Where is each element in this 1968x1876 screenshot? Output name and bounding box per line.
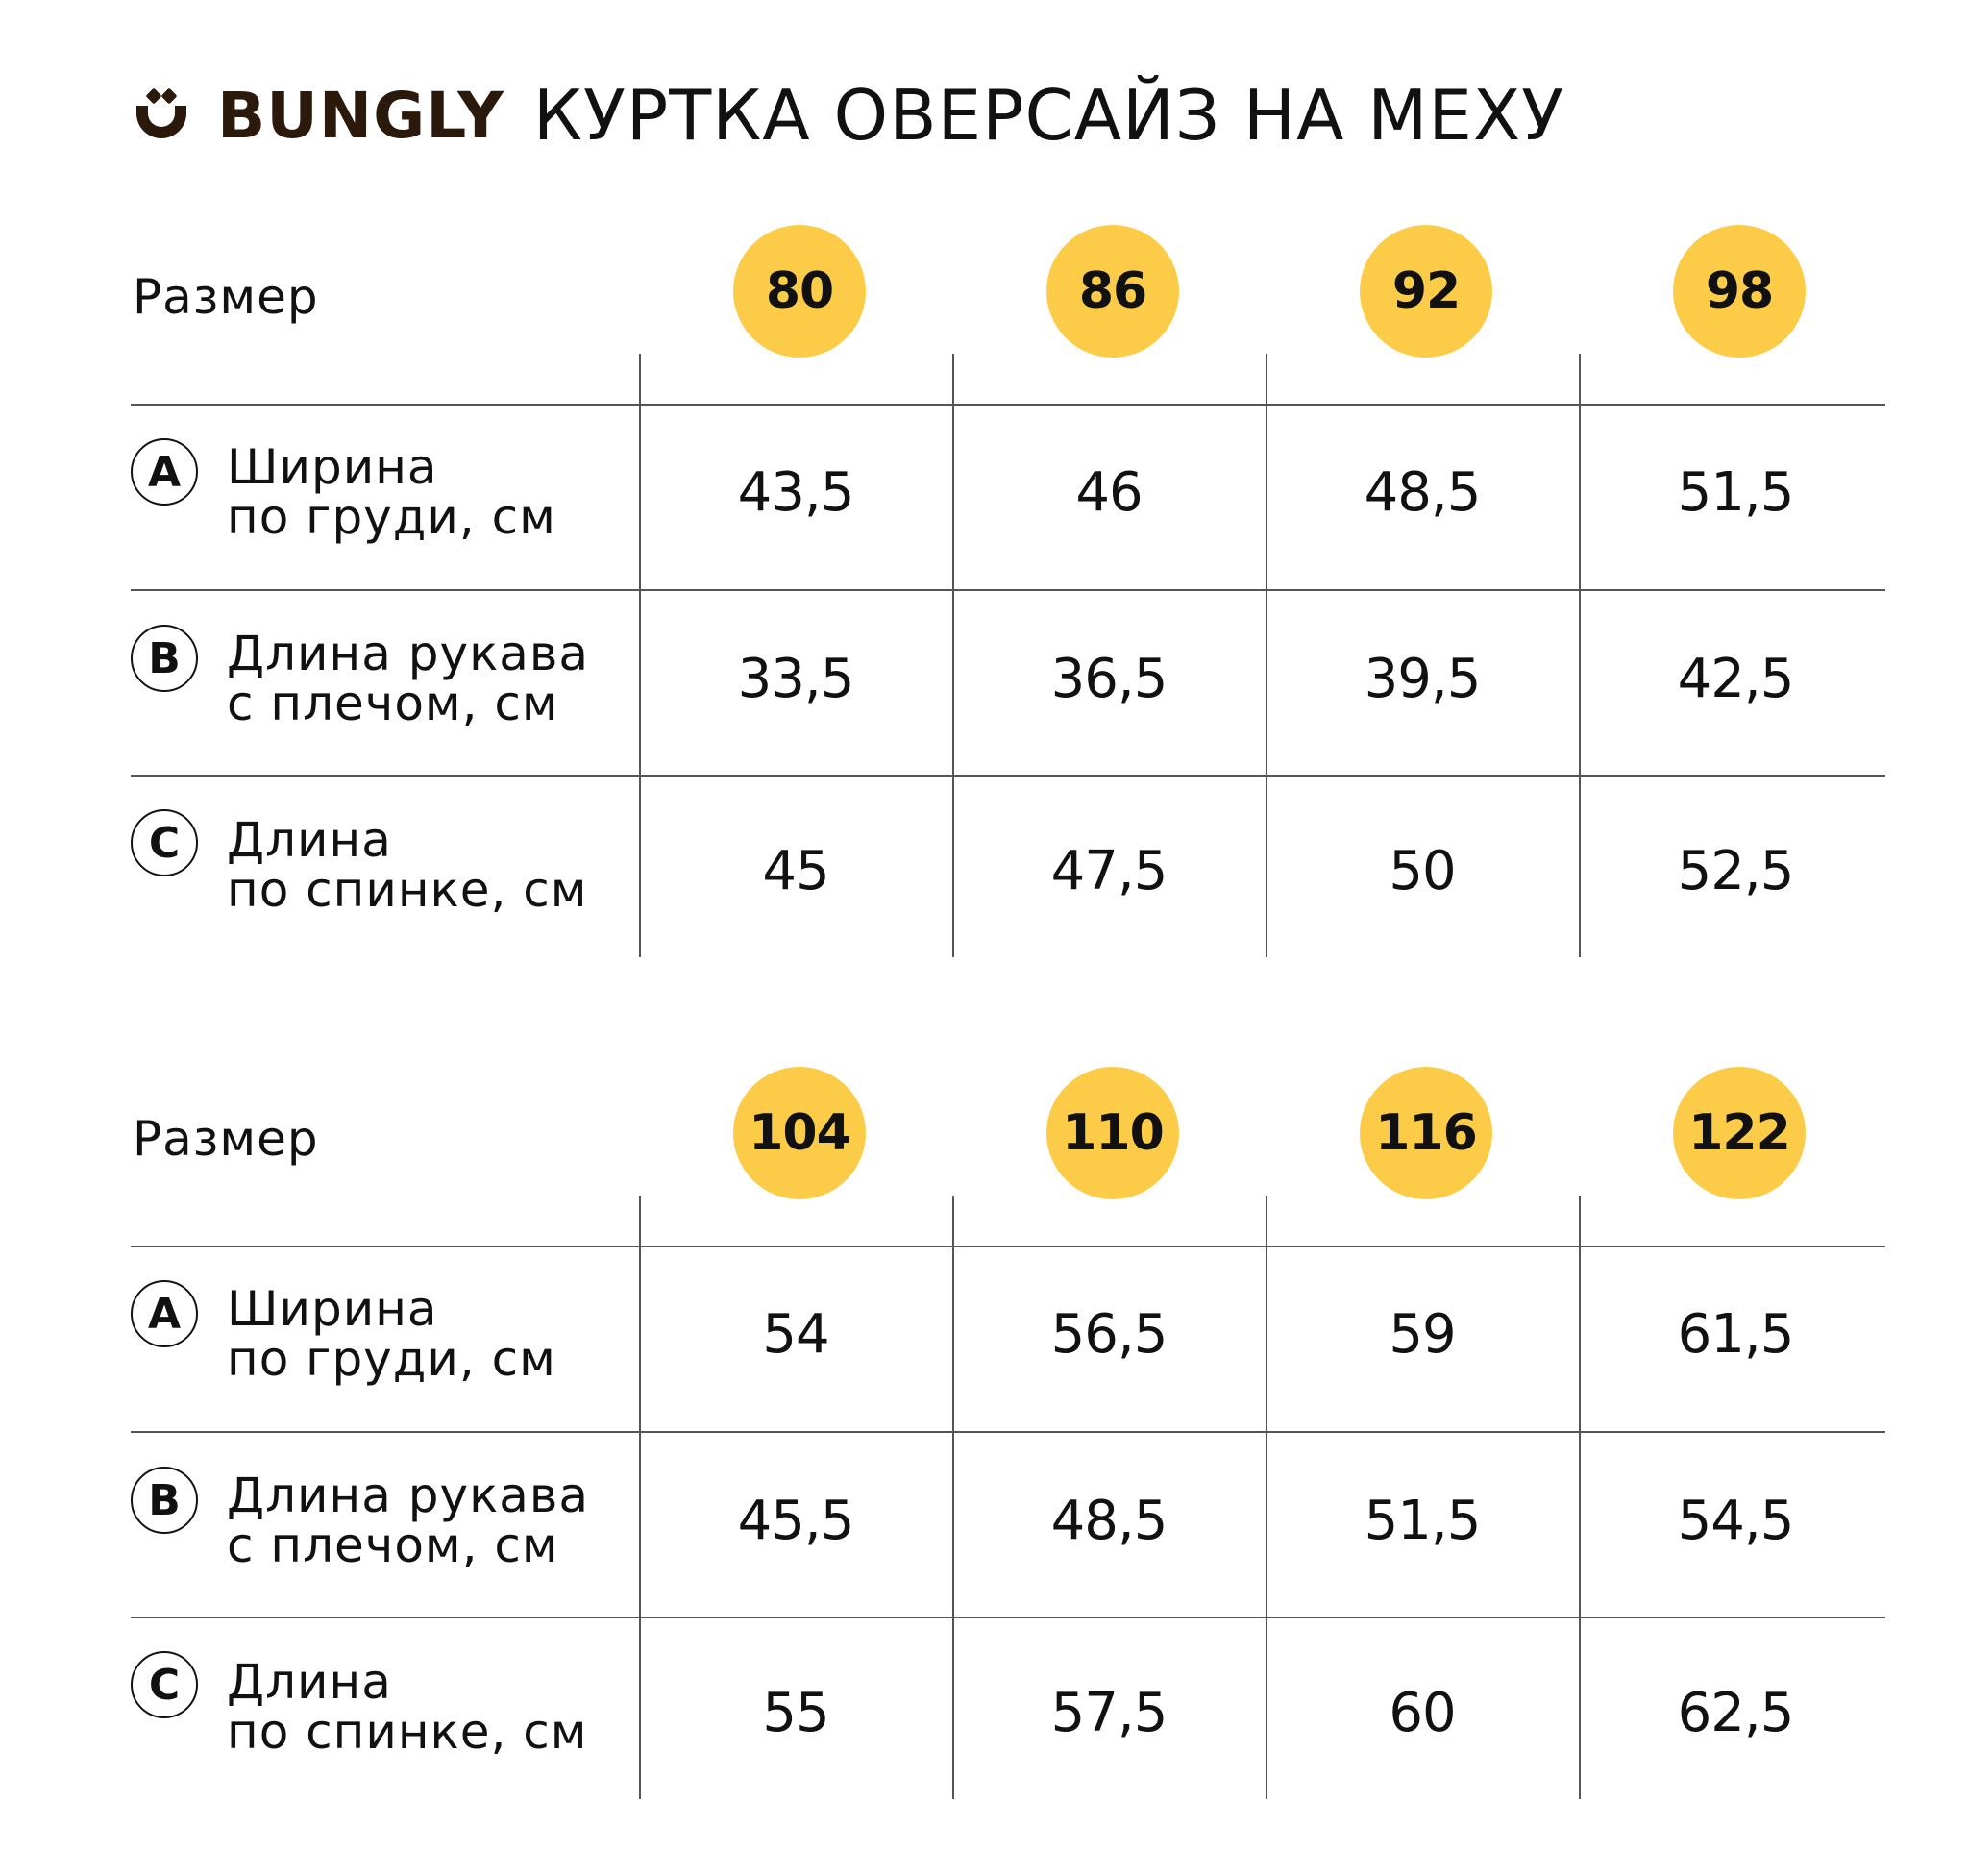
size-badge: 122 xyxy=(1673,1067,1806,1199)
size-table-1: Размер 80 86 92 98 A Ширина по груди, см… xyxy=(0,0,1968,957)
table-cell: 62,5 xyxy=(1677,1682,1795,1744)
row-divider xyxy=(131,775,1885,777)
row-label-line: Ширина xyxy=(227,439,438,495)
size-badge: 110 xyxy=(1046,1067,1179,1199)
table-cell: 47,5 xyxy=(1050,840,1168,902)
column-divider xyxy=(1579,354,1581,957)
row-label-back-length: Длина по спинке, см xyxy=(227,815,588,915)
table-cell: 39,5 xyxy=(1364,648,1482,710)
table-cell: 36,5 xyxy=(1050,648,1168,710)
row-marker-b: B xyxy=(131,1467,198,1534)
brand-logo-icon xyxy=(136,88,186,138)
page-title: КУРТКА ОВЕРСАЙЗ НА МЕХУ xyxy=(532,75,1565,156)
table-cell: 54 xyxy=(762,1303,829,1366)
row-divider xyxy=(131,1431,1885,1433)
row-marker-a: A xyxy=(131,1280,198,1347)
row-label-line: Длина xyxy=(227,812,392,868)
column-divider xyxy=(639,354,641,957)
page-header: BUNGLY КУРТКА ОВЕРСАЙЗ НА МЕХУ xyxy=(131,67,1564,163)
table-cell: 50 xyxy=(1389,840,1456,902)
row-divider xyxy=(131,589,1885,591)
row-label-line: по спинке, см xyxy=(227,1704,588,1760)
row-label-sleeve-length: Длина рукава с плечом, см xyxy=(227,1470,589,1570)
size-header-label: Размер xyxy=(133,1111,319,1167)
table-cell: 48,5 xyxy=(1364,461,1482,524)
table-cell: 51,5 xyxy=(1677,461,1795,524)
row-label-chest-width: Ширина по груди, см xyxy=(227,1284,556,1384)
size-table-2: Размер 104 110 116 122 A Ширина по груди… xyxy=(0,842,1968,1799)
table-cell: 52,5 xyxy=(1677,840,1795,902)
row-marker-a: A xyxy=(131,438,198,506)
row-label-line: с плечом, см xyxy=(227,1518,559,1573)
row-divider xyxy=(131,1246,1885,1247)
table-cell: 59 xyxy=(1389,1303,1456,1366)
table-cell: 56,5 xyxy=(1050,1303,1168,1366)
row-label-line: Длина рукава xyxy=(227,626,590,681)
row-label-line: по груди, см xyxy=(227,1331,556,1387)
table-cell: 57,5 xyxy=(1050,1682,1168,1744)
table-cell: 55 xyxy=(762,1682,829,1744)
size-badge: 104 xyxy=(733,1067,866,1199)
table-cell: 33,5 xyxy=(737,648,855,710)
row-label-line: по груди, см xyxy=(227,489,556,545)
row-label-line: Длина рукава xyxy=(227,1468,590,1523)
column-divider xyxy=(1579,1196,1581,1799)
table-cell: 46 xyxy=(1075,461,1143,524)
row-divider xyxy=(131,1617,1885,1618)
size-badge: 80 xyxy=(733,225,866,358)
row-label-line: Длина xyxy=(227,1654,392,1710)
size-badge: 98 xyxy=(1673,225,1806,358)
table-cell: 43,5 xyxy=(737,461,855,524)
table-cell: 51,5 xyxy=(1364,1490,1482,1552)
table-cell: 45,5 xyxy=(737,1490,855,1552)
row-label-chest-width: Ширина по груди, см xyxy=(227,442,556,542)
size-badge: 92 xyxy=(1360,225,1492,358)
table-cell: 42,5 xyxy=(1677,648,1795,710)
table-cell: 61,5 xyxy=(1677,1303,1795,1366)
row-divider xyxy=(131,404,1885,406)
column-divider xyxy=(1266,1196,1267,1799)
column-divider xyxy=(952,1196,954,1799)
size-badge: 116 xyxy=(1360,1067,1492,1199)
column-divider xyxy=(952,354,954,957)
size-badge: 86 xyxy=(1046,225,1179,358)
table-cell: 45 xyxy=(762,840,829,902)
table-cell: 60 xyxy=(1389,1682,1456,1744)
row-marker-c: C xyxy=(131,809,198,876)
row-label-line: Ширина xyxy=(227,1281,438,1337)
brand-name: BUNGLY xyxy=(217,78,504,153)
column-divider xyxy=(639,1196,641,1799)
size-header-label: Размер xyxy=(133,269,319,325)
row-marker-c: C xyxy=(131,1651,198,1718)
row-marker-b: B xyxy=(131,625,198,692)
row-label-sleeve-length: Длина рукава с плечом, см xyxy=(227,629,589,728)
row-label-line: с плечом, см xyxy=(227,676,559,731)
row-label-back-length: Длина по спинке, см xyxy=(227,1657,588,1757)
row-label-line: по спинке, см xyxy=(227,862,588,918)
column-divider xyxy=(1266,354,1267,957)
table-cell: 48,5 xyxy=(1050,1490,1168,1552)
table-cell: 54,5 xyxy=(1677,1490,1795,1552)
